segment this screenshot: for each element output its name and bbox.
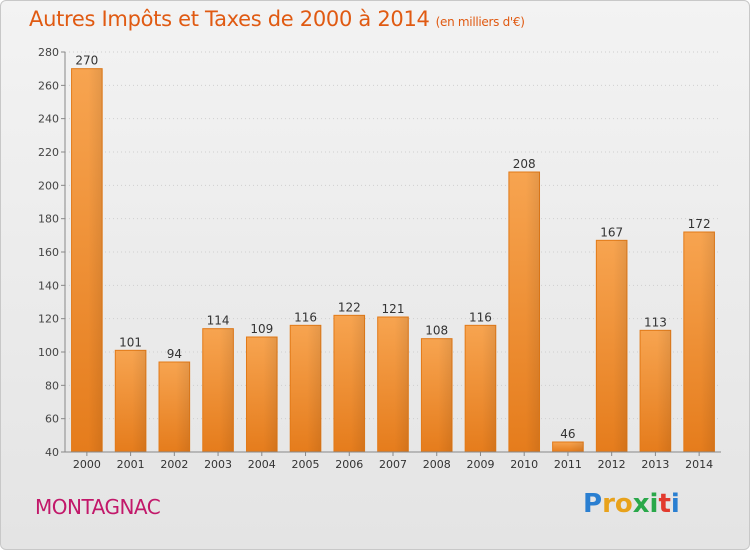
data-label: 116 (294, 310, 317, 324)
bar-shade (132, 350, 146, 452)
x-tick-label: 2004 (248, 458, 276, 471)
bar-shade (88, 68, 103, 453)
bar-shade (175, 362, 190, 452)
data-label: 121 (382, 302, 405, 316)
data-label: 101 (119, 335, 142, 349)
logo-letter: i (649, 489, 659, 519)
logo-letter: r (602, 489, 615, 519)
x-tick-label: 2009 (466, 458, 494, 471)
axis-layer: 40 60 80 100 120 140 160 180 200 220 240 260 280 2000… (38, 46, 721, 471)
data-label: 122 (338, 300, 361, 314)
y-tick-label: 120 (38, 313, 59, 326)
x-tick-label: 2005 (292, 458, 320, 471)
bar-shade (525, 172, 540, 452)
x-tick-label: 2014 (685, 458, 713, 471)
y-tick-label: 60 (45, 413, 59, 426)
x-tick-label: 2012 (598, 458, 626, 471)
bar-shade (700, 232, 715, 452)
x-tick-label: 2003 (204, 458, 232, 471)
logo-letter: i (670, 489, 680, 519)
bar-shade (263, 337, 278, 452)
data-label: 108 (425, 324, 448, 338)
logo-letter: t (658, 489, 671, 519)
logo-letter: P (583, 489, 603, 519)
y-tick-label: 180 (38, 213, 59, 226)
data-label: 46 (560, 427, 575, 441)
data-label: 208 (513, 157, 536, 171)
data-label: 116 (469, 310, 492, 324)
y-tick-label: 240 (38, 113, 59, 126)
y-tick-label: 200 (38, 179, 59, 192)
data-label: 113 (644, 315, 667, 329)
y-tick-label: 40 (45, 446, 59, 459)
data-label: 172 (688, 217, 711, 231)
bar-shade (350, 315, 365, 452)
x-tick-label: 2011 (554, 458, 582, 471)
data-label: 109 (250, 322, 273, 336)
data-label: 94 (167, 347, 182, 361)
bar-shade (656, 330, 671, 452)
bar-shade (569, 442, 584, 452)
data-label: 270 (75, 54, 98, 68)
y-tick-label: 280 (38, 46, 59, 59)
bars-layer: 270 101 94 114 109 116 122 121 108 116 208 46 167 113… (71, 54, 715, 453)
x-tick-label: 2001 (117, 458, 145, 471)
x-tick-label: 2008 (423, 458, 451, 471)
y-tick-label: 260 (38, 79, 59, 92)
bar-shade (613, 240, 627, 452)
x-tick-label: 2002 (160, 458, 188, 471)
y-tick-label: 140 (38, 279, 59, 292)
logo-letter: x (632, 489, 650, 519)
y-tick-label: 160 (38, 246, 59, 259)
x-tick-label: 2013 (641, 458, 669, 471)
chart-title: Autres Impôts et Taxes de 2000 à 2014 (en… (29, 7, 525, 31)
x-tick-label: 2010 (510, 458, 538, 471)
commune-name: MONTAGNAC (35, 495, 161, 519)
x-tick-label: 2000 (73, 458, 101, 471)
title-text: Autres Impôts et Taxes de 2000 à 2014 (29, 7, 430, 31)
logo-letter: o (614, 489, 633, 519)
x-tick-label: 2006 (335, 458, 363, 471)
data-label: 114 (207, 314, 230, 328)
data-label: 167 (600, 225, 623, 239)
bar-shade (394, 317, 409, 452)
x-tick-label: 2007 (379, 458, 407, 471)
y-tick-label: 100 (38, 346, 59, 359)
chart-subtitle: (en milliers d'€) (435, 15, 525, 29)
bar-shade (481, 325, 496, 452)
bar-shade (219, 328, 234, 452)
y-tick-label: 80 (45, 379, 59, 392)
bar-shade (307, 325, 321, 452)
proxiti-logo: Proxiti (583, 489, 680, 519)
y-tick-label: 220 (38, 146, 59, 159)
bar-shade (438, 338, 453, 452)
